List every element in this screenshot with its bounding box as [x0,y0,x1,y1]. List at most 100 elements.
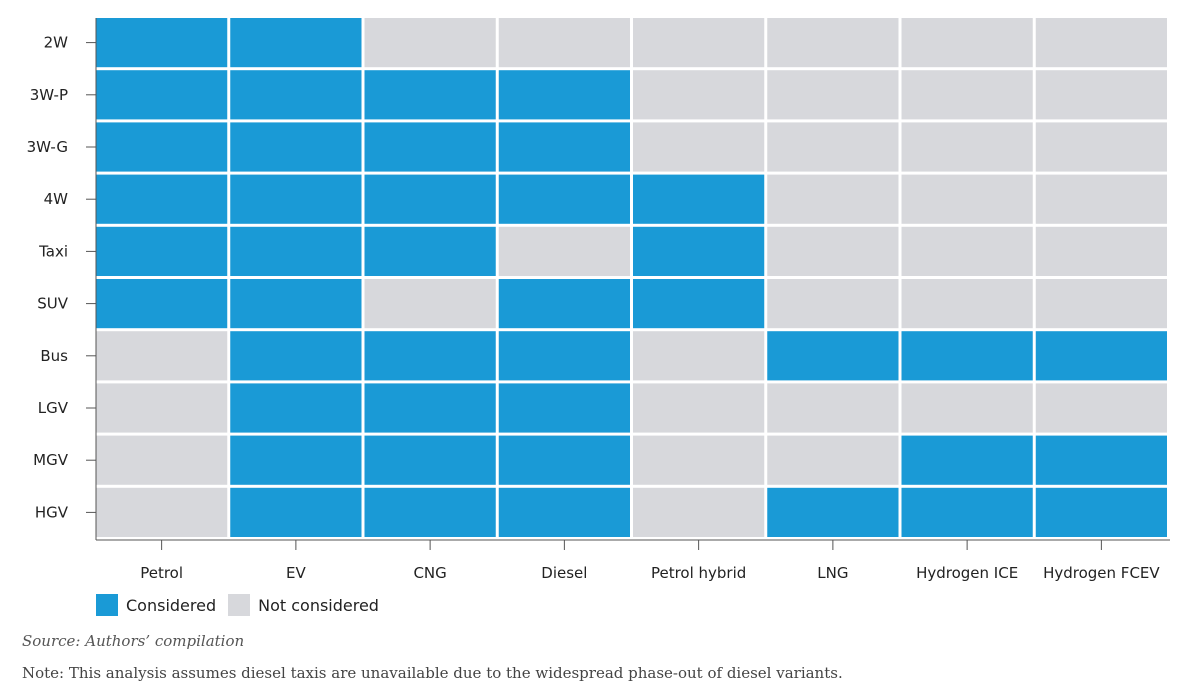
heatmap-chart: 2W 3W-P 3W-G 4W Taxi SUV Bus LGV MGV HGV Petrol EV C… [27,18,1170,582]
cell-bus-hydrogen-fcev [1035,331,1167,381]
legend: Considered Not considered [96,594,391,616]
cell-3w-p-cng [364,70,496,120]
legend-item-not-considered: Not considered [228,594,379,616]
cell-4w-cng [364,174,496,224]
cell-3w-p-lng [767,70,899,120]
y-tick-label-suv: SUV [37,295,69,313]
cell-4w-hydrogen-ice [901,174,1033,224]
cell-mgv-lng [767,435,899,485]
cell-2w-diesel [498,18,630,68]
legend-swatch-not-considered [228,594,251,616]
cell-3w-g-hydrogen-ice [901,122,1033,172]
cell-taxi-petrol [96,226,228,276]
cell-3w-p-diesel [498,70,630,120]
cell-bus-diesel [498,331,630,381]
x-tick-label-petrol-hybrid: Petrol hybrid [651,564,746,582]
cell-3w-p-hydrogen-fcev [1035,70,1167,120]
legend-label-not-considered: Not considered [258,595,379,615]
cell-taxi-hydrogen-ice [901,226,1033,276]
x-tick-label-hydrogen-ice: Hydrogen ICE [916,564,1018,582]
cell-lgv-hydrogen-ice [901,383,1033,433]
cell-2w-petrol-hybrid [633,18,765,68]
cell-4w-petrol-hybrid [633,174,765,224]
cell-4w-diesel [498,174,630,224]
cell-hgv-ev [230,487,362,537]
cell-2w-petrol [96,18,228,68]
cell-bus-petrol-hybrid [633,331,765,381]
cell-mgv-petrol-hybrid [633,435,765,485]
cell-lgv-petrol [96,383,228,433]
y-tick-label-mgv: MGV [33,451,69,469]
cell-suv-hydrogen-ice [901,279,1033,329]
cell-lgv-ev [230,383,362,433]
cell-suv-cng [364,279,496,329]
cell-2w-hydrogen-fcev [1035,18,1167,68]
cell-hgv-cng [364,487,496,537]
cell-hgv-lng [767,487,899,537]
cell-bus-cng [364,331,496,381]
x-tick-label-diesel: Diesel [541,564,587,582]
cell-3w-g-hydrogen-fcev [1035,122,1167,172]
cell-hgv-hydrogen-ice [901,487,1033,537]
cell-taxi-hydrogen-fcev [1035,226,1167,276]
y-tick-label-2w: 2W [44,34,69,52]
cell-bus-lng [767,331,899,381]
cell-lgv-petrol-hybrid [633,383,765,433]
y-tick-label-3w-g: 3W-G [27,138,68,156]
legend-label-considered: Considered [126,595,217,615]
cell-3w-g-cng [364,122,496,172]
cell-lgv-hydrogen-fcev [1035,383,1167,433]
cell-hgv-petrol [96,487,228,537]
cell-bus-ev [230,331,362,381]
x-tick-label-petrol: Petrol [140,564,183,582]
x-tick-label-cng: CNG [413,564,446,582]
cell-3w-p-petrol-hybrid [633,70,765,120]
cell-suv-ev [230,279,362,329]
cell-mgv-hydrogen-fcev [1035,435,1167,485]
cell-mgv-cng [364,435,496,485]
cell-4w-ev [230,174,362,224]
y-tick-label-4w: 4W [44,190,69,208]
cell-hgv-diesel [498,487,630,537]
cell-4w-hydrogen-fcev [1035,174,1167,224]
cell-bus-hydrogen-ice [901,331,1033,381]
cell-taxi-diesel [498,226,630,276]
y-tick-label-hgv: HGV [35,503,69,521]
note-text: Note: This analysis assumes diesel taxis… [22,664,843,682]
x-tick-label-ev: EV [286,564,306,582]
cell-taxi-lng [767,226,899,276]
cell-3w-p-ev [230,70,362,120]
legend-item-considered: Considered [96,594,216,616]
cell-suv-petrol [96,279,228,329]
cell-mgv-ev [230,435,362,485]
y-tick-label-lgv: LGV [38,399,69,417]
cell-2w-cng [364,18,496,68]
cell-suv-petrol-hybrid [633,279,765,329]
x-tick-label-hydrogen-fcev: Hydrogen FCEV [1043,564,1160,582]
cell-mgv-hydrogen-ice [901,435,1033,485]
cell-lgv-lng [767,383,899,433]
cell-lgv-diesel [498,383,630,433]
cell-bus-petrol [96,331,228,381]
cell-3w-p-petrol [96,70,228,120]
cell-2w-ev [230,18,362,68]
cell-hgv-hydrogen-fcev [1035,487,1167,537]
cell-mgv-petrol [96,435,228,485]
y-tick-label-bus: Bus [40,347,68,365]
cell-suv-diesel [498,279,630,329]
cell-4w-petrol [96,174,228,224]
cell-2w-hydrogen-ice [901,18,1033,68]
cell-2w-lng [767,18,899,68]
source-text: Source: Authors’ compilation [22,632,245,650]
cell-3w-g-petrol [96,122,228,172]
cell-suv-hydrogen-fcev [1035,279,1167,329]
cell-3w-g-lng [767,122,899,172]
y-tick-label-taxi: Taxi [38,242,68,260]
y-tick-label-3w-p: 3W-P [30,86,68,104]
cell-4w-lng [767,174,899,224]
cell-3w-p-hydrogen-ice [901,70,1033,120]
cell-suv-lng [767,279,899,329]
cell-3w-g-petrol-hybrid [633,122,765,172]
cell-lgv-cng [364,383,496,433]
cell-3w-g-ev [230,122,362,172]
